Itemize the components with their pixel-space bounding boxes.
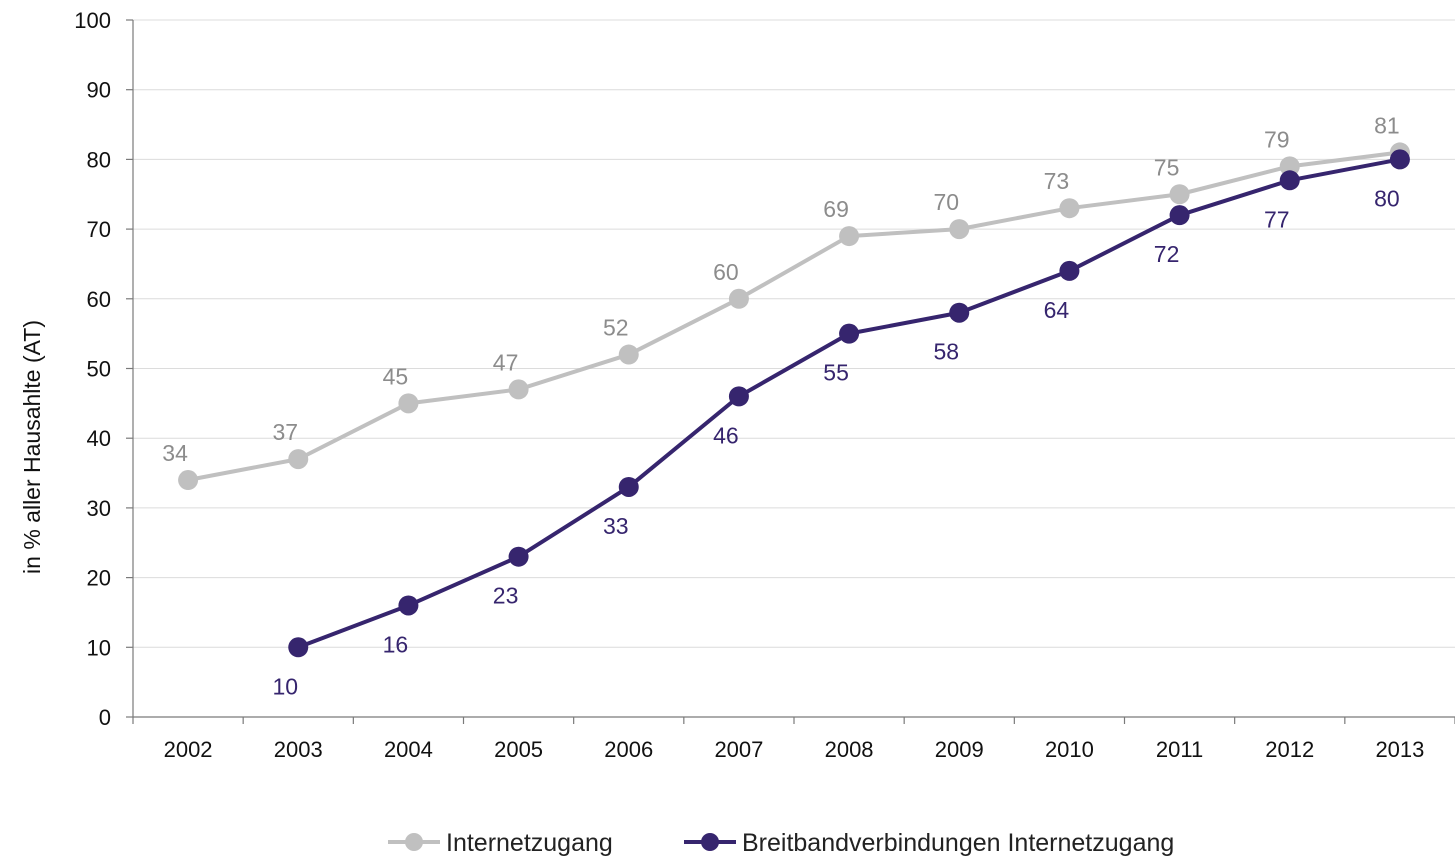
- x-tick-label: 2013: [1375, 737, 1424, 762]
- legend-item-1: Breitbandverbindungen Internetzugang: [684, 829, 1174, 857]
- data-label: 16: [383, 631, 409, 657]
- data-label: 77: [1264, 206, 1290, 232]
- data-point: [1169, 184, 1190, 205]
- data-point: [288, 637, 309, 658]
- x-tick-label: 2003: [274, 737, 323, 762]
- x-tick-label: 2008: [825, 737, 874, 762]
- legend-marker: [701, 833, 719, 851]
- data-point: [949, 302, 970, 323]
- data-label: 37: [272, 419, 298, 445]
- legend-label: Breitbandverbindungen Internetzugang: [742, 829, 1174, 857]
- data-point: [1279, 156, 1300, 177]
- data-point: [1169, 205, 1190, 226]
- x-tick-label: 2011: [1156, 737, 1203, 762]
- x-tick-label: 2004: [384, 737, 433, 762]
- y-tick-label: 20: [87, 566, 111, 591]
- data-point: [1059, 198, 1080, 219]
- y-tick-label: 90: [87, 78, 111, 103]
- data-label: 80: [1374, 185, 1400, 211]
- data-point: [1059, 260, 1080, 281]
- x-tick-label: 2006: [604, 737, 653, 762]
- data-label: 73: [1044, 168, 1070, 194]
- data-point: [508, 379, 529, 400]
- x-tick-label: 2010: [1045, 737, 1094, 762]
- x-tick-label: 2009: [935, 737, 984, 762]
- data-point: [178, 470, 199, 491]
- legend-item-0: Internetzugang: [388, 829, 613, 857]
- data-point: [508, 546, 529, 567]
- data-label: 46: [713, 422, 739, 448]
- y-tick-label: 0: [99, 705, 111, 730]
- y-tick-label: 40: [87, 426, 111, 451]
- y-tick-label: 100: [74, 8, 111, 33]
- data-point: [839, 323, 860, 344]
- legend-marker: [405, 833, 423, 851]
- data-label: 81: [1374, 112, 1400, 138]
- data-label: 52: [603, 315, 629, 341]
- data-label: 45: [383, 363, 409, 389]
- series-line: [186, 150, 1402, 483]
- data-point: [398, 595, 419, 616]
- y-axis-ticks: 0 10 20 30 40 50 60 70 80 90 100: [74, 8, 133, 730]
- data-point: [618, 344, 639, 365]
- data-point: [839, 226, 860, 247]
- data-label: 34: [162, 440, 188, 466]
- legend: Internetzugang Breitbandverbindungen Inte…: [388, 829, 1174, 857]
- data-label: 33: [603, 513, 629, 539]
- data-point: [618, 476, 639, 497]
- data-label: 23: [493, 583, 519, 609]
- data-label: 72: [1154, 241, 1180, 267]
- data-point: [398, 393, 419, 414]
- data-label: 75: [1154, 154, 1180, 180]
- legend-label: Internetzugang: [446, 829, 613, 857]
- data-label: 70: [933, 189, 959, 215]
- y-tick-label: 70: [87, 217, 111, 242]
- data-label: 64: [1044, 297, 1070, 323]
- data-point: [728, 386, 749, 407]
- y-tick-label: 30: [87, 496, 111, 521]
- y-tick-label: 50: [87, 357, 111, 382]
- y-tick-label: 10: [87, 635, 111, 660]
- x-tick-label: 2012: [1265, 737, 1314, 762]
- gridlines: [133, 19, 1455, 648]
- data-point: [949, 219, 970, 240]
- x-tick-label: 2007: [714, 737, 763, 762]
- x-tick-label: 2002: [164, 737, 213, 762]
- x-tick-label: 2005: [494, 737, 543, 762]
- series-0: 34 37 45 47 52 60 69 70 73 75 79 81: [162, 112, 1410, 491]
- data-point: [1279, 170, 1300, 191]
- series-layer: 34 37 45 47 52 60 69 70 73 75 79 81 10 16 23 33 46 55 58 64…: [162, 112, 1410, 699]
- y-tick-label: 60: [87, 287, 111, 312]
- data-label: 47: [493, 349, 519, 375]
- data-point: [288, 449, 309, 470]
- data-label: 58: [933, 339, 959, 365]
- data-label: 79: [1264, 126, 1290, 152]
- data-point: [1389, 149, 1410, 170]
- x-axis-ticks: 2002 2003 2004 2005 2006 2007 2008 2009 2010 2011…: [132, 717, 1455, 762]
- data-label: 69: [823, 196, 849, 222]
- data-label: 55: [823, 360, 849, 386]
- data-label: 60: [713, 259, 739, 285]
- data-point: [728, 288, 749, 309]
- data-label: 10: [272, 673, 298, 699]
- series-1: 10 16 23 33 46 55 58 64 72 77 80: [272, 149, 1410, 699]
- y-tick-label: 80: [87, 147, 111, 172]
- y-axis-title: in % aller Hausahlte (AT): [19, 320, 45, 574]
